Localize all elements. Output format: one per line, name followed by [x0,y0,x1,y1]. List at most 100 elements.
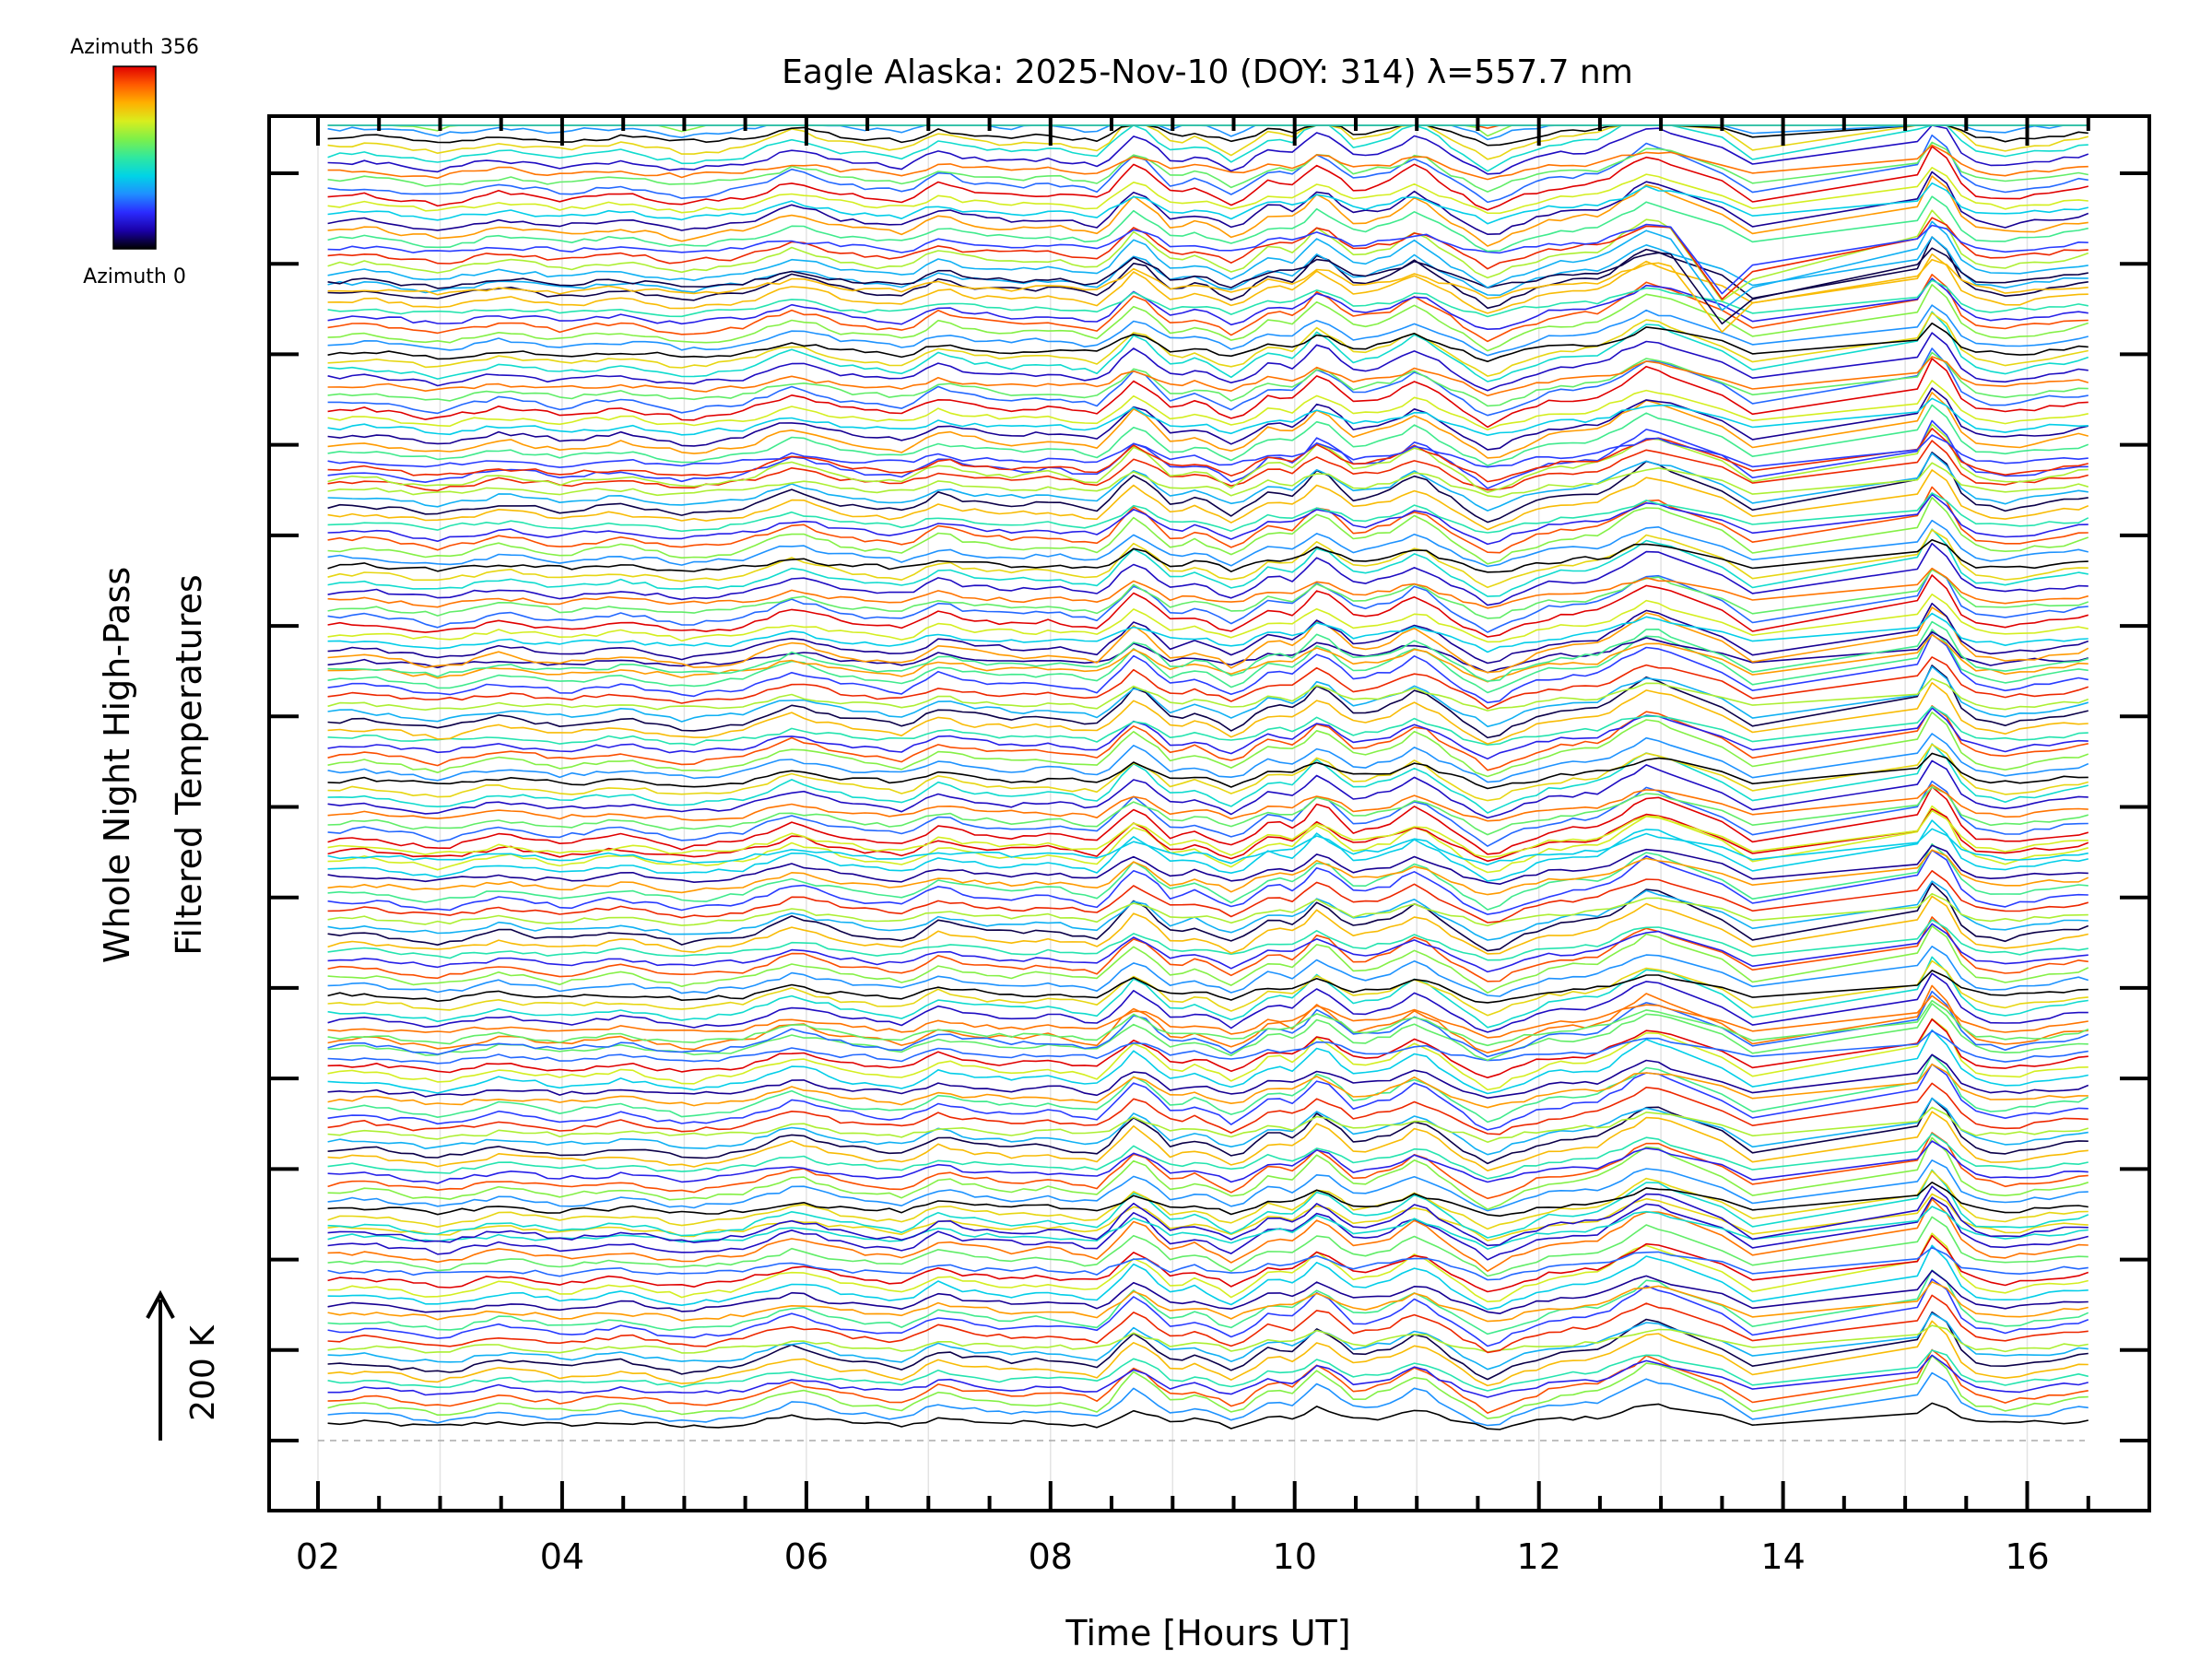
azimuth-trace [327,681,2088,745]
plot-frame [267,114,2151,1512]
azimuth-trace [327,358,2088,429]
azimuth-trace [327,493,2088,546]
azimuth-trace [327,1170,2088,1230]
azimuth-trace [327,1106,2089,1143]
azimuth-trace [327,1198,2088,1272]
azimuth-trace [327,656,2089,710]
x-tick-label: 06 [784,1536,829,1577]
x-tick-label: 12 [1517,1536,1561,1577]
azimuth-trace [327,1216,2088,1277]
azimuth-trace [327,356,2089,397]
azimuth-trace [327,1132,2088,1200]
azimuth-trace [327,916,2088,982]
azimuth-trace [327,1018,2088,1078]
azimuth-trace [327,538,2088,573]
azimuth-trace [327,743,2089,802]
azimuth-trace [327,519,2088,568]
scale-label: 200 K [184,1324,222,1421]
x-tick-label: 08 [1029,1536,1073,1577]
azimuth-trace [327,809,2088,858]
azimuth-trace [327,1312,2088,1371]
azimuth-trace [327,1324,2088,1354]
azimuth-trace [327,924,2089,994]
azimuth-trace [327,785,2089,855]
azimuth-trace [327,602,2089,665]
azimuth-trace [327,786,2089,836]
azimuth-trace [327,1111,2088,1171]
azimuth-trace [327,312,2088,377]
x-tick-label: 04 [540,1536,584,1577]
azimuth-trace [327,1349,2088,1392]
azimuth-trace [327,1355,2088,1419]
azimuth-trace [327,146,2088,211]
azimuth-trace [327,895,2088,955]
azimuth-trace [327,134,2088,204]
azimuth-trace [327,223,2088,295]
azimuth-trace [327,892,2088,927]
azimuth-trace [327,1182,2088,1218]
azimuth-trace [327,1294,2088,1354]
x-tick-label: 14 [1760,1536,1805,1577]
azimuth-trace [327,752,2088,790]
azimuth-trace [327,780,2088,847]
azimuth-trace [327,1232,2088,1303]
azimuth-trace [327,124,2088,172]
azimuth-trace [327,1269,2088,1314]
azimuth-trace [327,1018,2088,1091]
azimuth-trace [327,972,2088,1033]
azimuth-trace [327,220,2088,312]
azimuth-trace [327,1097,2088,1165]
azimuth-trace [327,1030,2088,1065]
azimuth-trace [327,469,2089,531]
azimuth-trace [327,807,2089,863]
azimuth-trace [327,819,2088,882]
azimuth-trace [327,404,2089,466]
azimuth-trace [327,1159,2088,1212]
azimuth-trace [327,283,2089,352]
colorbar-label-top: Azimuth 356 [70,36,199,59]
azimuth-trace [327,258,2088,334]
azimuth-trace [327,1311,2088,1381]
y-axis-label-line2: Filtered Temperatures [169,574,209,955]
azimuth-trace [327,277,2088,331]
azimuth-trace [327,452,2088,512]
azimuth-trace [327,805,2089,874]
azimuth-trace [327,486,2088,554]
azimuth-trace [327,1371,2088,1427]
azimuth-trace [327,1136,2089,1210]
azimuth-trace [327,842,2088,911]
azimuth-trace [327,759,2088,819]
azimuth-trace [327,1053,2089,1124]
azimuth-trace [327,124,2089,175]
azimuth-trace [327,1053,2089,1100]
azimuth-trace [327,705,2088,747]
azimuth-trace [327,783,2088,822]
azimuth-trace [327,1133,2088,1180]
azimuth-trace [327,567,2088,633]
azimuth-trace [327,195,2088,253]
azimuth-trace [327,428,2088,483]
azimuth-trace [327,707,2088,760]
azimuth-trace [327,629,2088,694]
azimuth-trace [327,1234,2089,1293]
azimuth-trace [327,677,2089,712]
azimuth-trace [327,1063,2088,1131]
azimuth-trace [327,569,2089,619]
azimuth-trace [327,959,2088,1017]
azimuth-trace [327,451,2088,524]
azimuth-trace [327,279,2088,318]
azimuth-trace [327,1196,2088,1261]
azimuth-trace [327,630,2089,674]
azimuth-trace [327,391,2088,459]
azimuth-trace [327,990,2089,1058]
azimuth-trace [327,144,2088,181]
colorbar-label-bottom: Azimuth 0 [83,265,186,288]
azimuth-trace [327,397,2088,437]
azimuth-trace [327,1029,2088,1095]
azimuth-trace [327,828,2088,866]
azimuth-trace [327,182,2088,225]
azimuth-trace [327,253,2088,314]
azimuth-trace [327,387,2088,451]
azimuth-trace [327,1348,2088,1414]
